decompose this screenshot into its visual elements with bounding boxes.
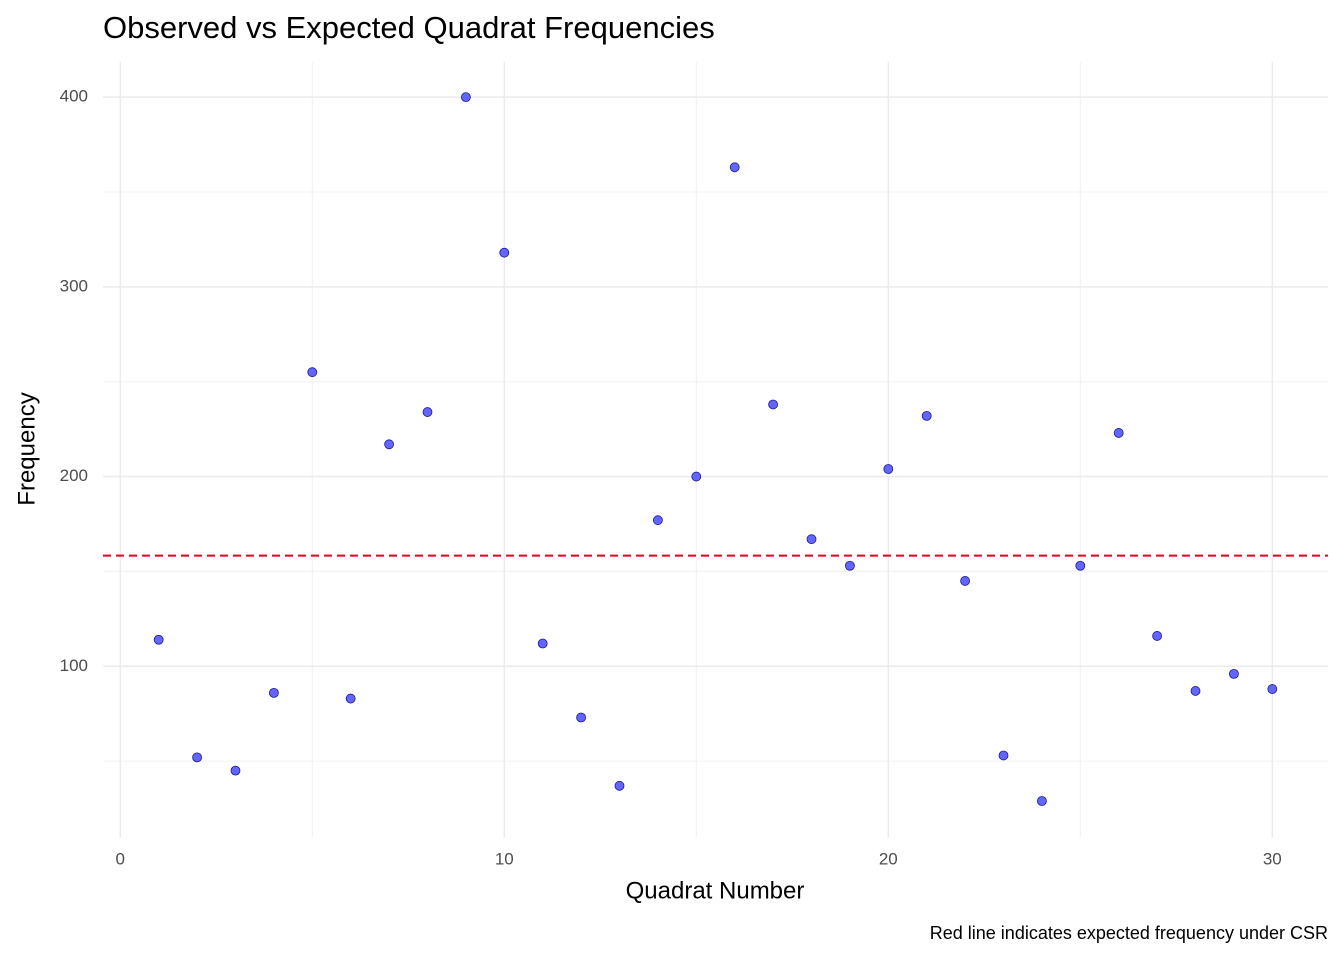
- y-tick-label: 100: [60, 656, 88, 675]
- point: [460, 92, 471, 103]
- y-tick-label: 200: [60, 466, 88, 485]
- point: [268, 687, 279, 698]
- point: [153, 634, 164, 645]
- point: [1267, 684, 1278, 694]
- x-tick-label: 0: [116, 849, 125, 868]
- point: [1037, 796, 1047, 806]
- point: [307, 367, 318, 378]
- x-tick-label: 10: [495, 849, 514, 868]
- point: [1152, 631, 1163, 641]
- y-tick-label: 400: [60, 87, 88, 106]
- y-axis-title: Frequency: [13, 392, 40, 505]
- caption: Red line indicates expected frequency un…: [930, 923, 1328, 943]
- plot-area: 100 200 300 400 0 10 20 30: [60, 62, 1328, 868]
- point: [230, 765, 241, 776]
- y-tick-label: 300: [60, 276, 88, 295]
- point: [729, 162, 740, 173]
- point: [883, 464, 894, 474]
- point: [499, 247, 510, 258]
- point: [384, 439, 394, 450]
- point: [768, 399, 779, 410]
- point: [921, 410, 932, 421]
- point: [960, 576, 971, 586]
- point: [691, 471, 702, 482]
- x-tick-label: 30: [1263, 849, 1282, 868]
- point: [998, 750, 1009, 761]
- x-tick-label: 20: [879, 849, 898, 868]
- chart-title: Observed vs Expected Quadrat Frequencies: [103, 10, 715, 45]
- point: [537, 638, 548, 649]
- point: [806, 534, 817, 545]
- point: [192, 752, 202, 763]
- point: [576, 712, 586, 723]
- point: [1190, 686, 1201, 696]
- point: [1113, 428, 1124, 438]
- point: [614, 780, 625, 791]
- point: [345, 693, 356, 704]
- point: [1229, 668, 1239, 679]
- point: [1075, 560, 1086, 571]
- point: [652, 515, 663, 526]
- point: [845, 560, 855, 571]
- point: [422, 407, 433, 417]
- x-axis-title: Quadrat Number: [626, 877, 805, 904]
